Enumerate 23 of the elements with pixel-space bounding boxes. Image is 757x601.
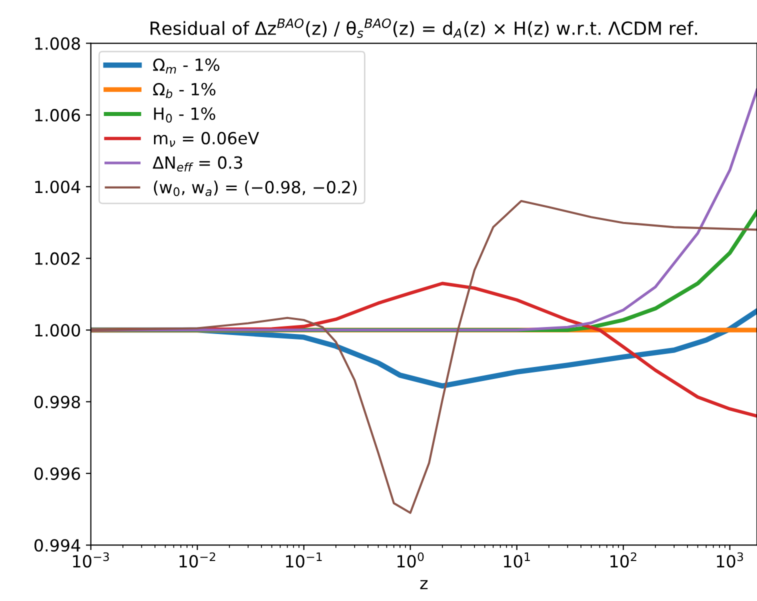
y-tick-label: 0.996 xyxy=(34,467,80,480)
x-tick-label: 10$^{3}$ xyxy=(716,552,744,568)
chart-title: Residual of Δz$^{BAO}$(z) / θ$_{s}$$^{BAO}$(z) = d$_{A}$(z) × H(z) w.r.t. ΛCDM ref. xyxy=(150,18,697,38)
x-tick-label: 10$^{−1}$ xyxy=(286,552,322,568)
x-tick-label: 10$^{−3}$ xyxy=(73,552,109,568)
x-tick-label: 10$^{−2}$ xyxy=(180,552,216,568)
y-tick-label: 1.008 xyxy=(35,37,80,50)
legend-label: m$_{ν}$ = 0.06eV xyxy=(154,132,260,147)
legend-label: ΔN$_{eff}$ = 0.3 xyxy=(152,156,242,172)
x-axis-title: z xyxy=(420,580,428,590)
y-tick-label: 0.994 xyxy=(34,539,80,552)
y-tick-label: 0.998 xyxy=(34,396,80,408)
y-tick-label: 1.006 xyxy=(35,108,80,122)
y-tick-label: 1.004 xyxy=(35,180,80,194)
legend-label: Ω$_{b}$ - 1% xyxy=(153,82,216,98)
y-tick-label: 1.002 xyxy=(35,252,80,265)
x-tick-label: 10$^{0}$ xyxy=(397,552,424,568)
legend-label: Ω$_{m}$ - 1% xyxy=(153,58,220,74)
x-tick-label: 10$^{1}$ xyxy=(504,552,530,568)
x-tick-label: 10$^{2}$ xyxy=(610,552,636,568)
y-tick-label: 1.000 xyxy=(35,324,80,337)
legend-label: H$_{0}$ - 1% xyxy=(154,107,216,123)
legend-label: (w$_{0}$, w$_{a}$) = (−0.98, −0.2) xyxy=(154,180,357,196)
